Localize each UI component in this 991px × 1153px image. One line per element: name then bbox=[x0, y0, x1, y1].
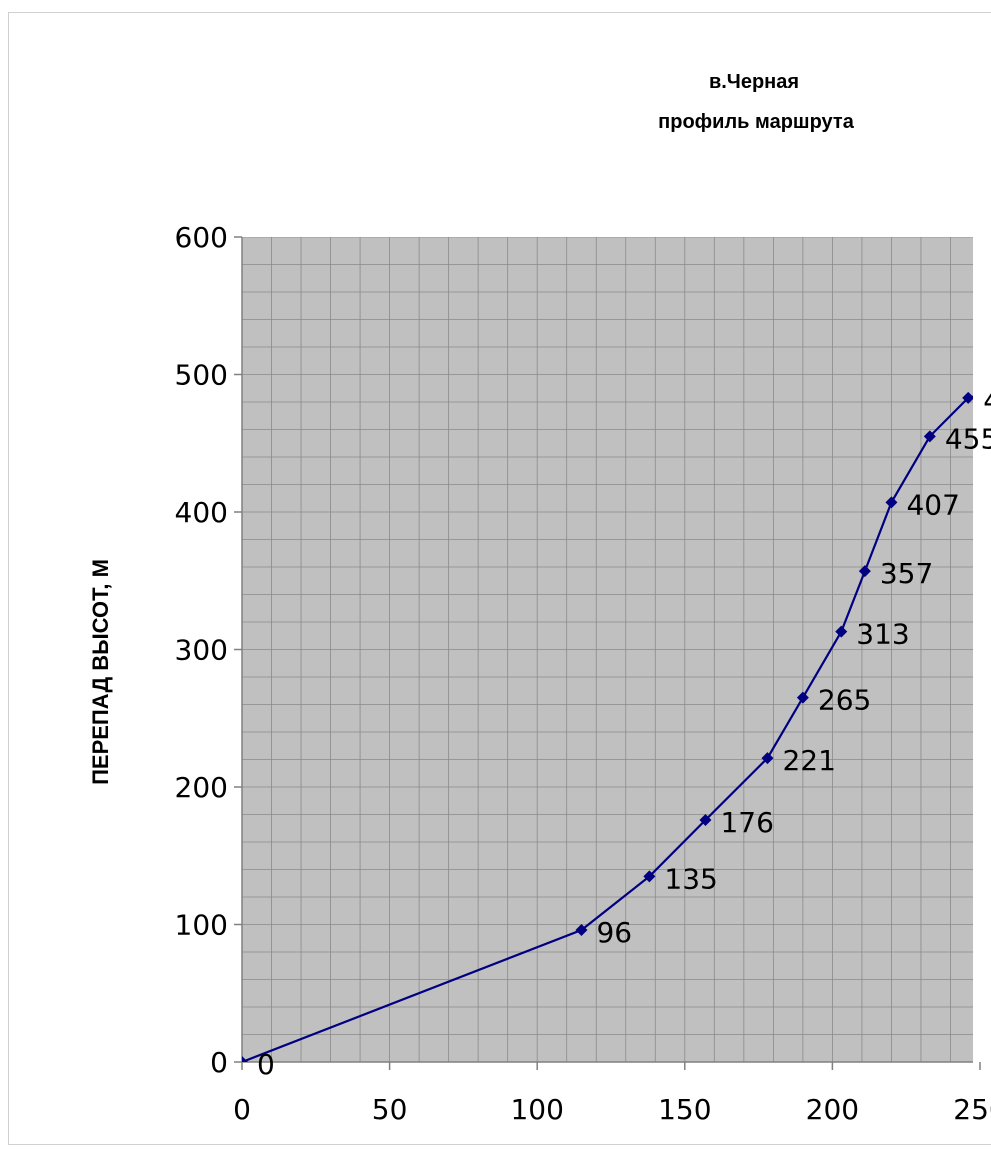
data-label: 313 bbox=[856, 618, 909, 651]
y-tick-label: 200 bbox=[175, 771, 228, 804]
y-tick-label: 300 bbox=[175, 634, 228, 667]
x-tick-label: 200 bbox=[806, 1093, 859, 1126]
data-point bbox=[699, 814, 712, 826]
data-label: 357 bbox=[880, 557, 933, 590]
data-label: 135 bbox=[664, 862, 717, 895]
x-tick-label: 0 bbox=[233, 1093, 251, 1126]
x-tick-label: 150 bbox=[658, 1093, 711, 1126]
series-line bbox=[242, 395, 973, 1062]
data-point bbox=[761, 752, 774, 765]
y-tick-label: 400 bbox=[175, 496, 228, 529]
data-label: 176 bbox=[720, 806, 773, 839]
data-point bbox=[643, 870, 656, 883]
data-point bbox=[923, 430, 936, 443]
data-point bbox=[242, 1056, 248, 1062]
data-point bbox=[858, 565, 871, 578]
y-tick-label: 0 bbox=[210, 1046, 228, 1079]
x-tick-label: 50 bbox=[372, 1093, 408, 1126]
data-label: 0 bbox=[257, 1048, 275, 1081]
x-tick-label: 250 bbox=[953, 1093, 991, 1126]
y-tick-label: 500 bbox=[175, 359, 228, 392]
data-point bbox=[835, 625, 848, 638]
data-label: 221 bbox=[782, 744, 835, 777]
data-point bbox=[962, 391, 973, 404]
data-point bbox=[885, 496, 898, 509]
data-label: 455 bbox=[945, 422, 991, 455]
chart-area bbox=[8, 12, 991, 1145]
x-tick-label: 100 bbox=[510, 1093, 563, 1126]
data-point bbox=[575, 924, 588, 936]
data-label: 407 bbox=[906, 488, 959, 521]
y-tick-label: 100 bbox=[175, 909, 228, 942]
data-label: 265 bbox=[818, 684, 871, 717]
y-axis-label: ПЕРЕПАД ВЫСОТ, М bbox=[88, 559, 113, 785]
data-label: 96 bbox=[596, 916, 632, 949]
chart-title: в.Черная bbox=[709, 71, 799, 93]
data-label: 483 bbox=[983, 384, 991, 417]
chart-subtitle: профиль маршрута bbox=[658, 111, 855, 133]
data-point bbox=[796, 691, 809, 704]
y-tick-label: 600 bbox=[175, 221, 228, 254]
